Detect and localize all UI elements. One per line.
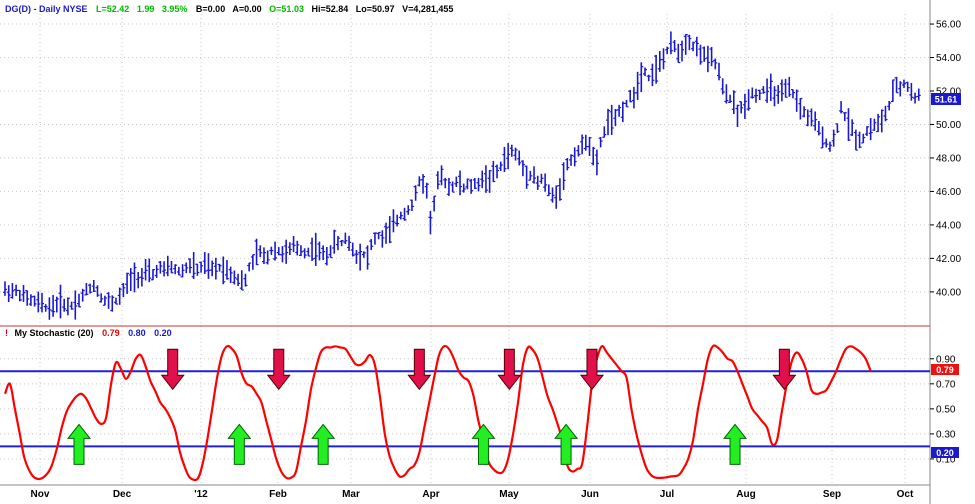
header-change-pct: 3.95% xyxy=(162,4,188,14)
stochastic-tick-label: 0.90 xyxy=(936,354,956,365)
indicator-name: My Stochastic (20) xyxy=(15,328,94,338)
header-last: L=52.42 xyxy=(96,4,129,14)
buy-arrow xyxy=(722,423,748,465)
price-tick-label: 44.00 xyxy=(936,220,961,231)
header-open: O=51.03 xyxy=(269,4,304,14)
sell-arrow xyxy=(579,348,605,391)
price-tick-label: 48.00 xyxy=(936,153,961,164)
stochastic-tick-label: 0.10 xyxy=(936,454,956,465)
price-tick-label: 46.00 xyxy=(936,187,961,198)
time-tick-label: Apr xyxy=(422,489,439,500)
indicator-header: ! My Stochastic (20) 0.79 0.80 0.20 xyxy=(5,328,172,338)
stochastic-line xyxy=(3,344,872,482)
time-tick-label: Dec xyxy=(113,489,132,500)
time-tick-label: Oct xyxy=(897,489,914,500)
header-volume: V=4,281,455 xyxy=(402,4,453,14)
price-tick-label: 42.00 xyxy=(936,254,961,265)
time-axis-labels: Nov Dec '12 Feb Mar Apr May Jun Jul Aug Sep Oct xyxy=(31,489,914,500)
stoch-value-label: 0.79 xyxy=(936,365,954,375)
stochastic-tick-label: 0.30 xyxy=(936,429,956,440)
time-tick-label: Mar xyxy=(342,489,360,500)
price-bars xyxy=(3,31,921,320)
stoch-value-bg xyxy=(931,364,959,375)
time-tick-label: Aug xyxy=(736,489,755,500)
header-ask: A=0.00 xyxy=(232,4,261,14)
signal-arrows xyxy=(66,348,797,465)
indicator-value: 0.79 xyxy=(102,328,120,338)
header-high: Hi=52.84 xyxy=(311,4,348,14)
last-price-bg xyxy=(931,93,961,105)
sell-arrow xyxy=(407,348,432,391)
time-tick-label: Jun xyxy=(581,489,599,500)
buy-arrow xyxy=(554,423,579,465)
price-gridlines xyxy=(0,14,930,485)
stochastic-tick-label: 0.70 xyxy=(936,379,956,390)
stochastic-gridlines xyxy=(0,358,930,460)
header-symbol: DG(D) - Daily NYSE xyxy=(5,4,88,14)
buy-arrow xyxy=(311,423,336,465)
time-tick-label: Jul xyxy=(660,489,675,500)
price-tick-label: 56.00 xyxy=(936,20,961,31)
buy-arrow xyxy=(227,423,252,465)
stoch-value-box: 0.79 xyxy=(931,364,959,375)
indicator-upper: 0.80 xyxy=(128,328,146,338)
price-header: DG(D) - Daily NYSE L=52.42 1.99 3.95% B=… xyxy=(5,4,453,14)
header-change: 1.99 xyxy=(137,4,155,14)
buy-arrow xyxy=(471,423,496,465)
buy-arrow xyxy=(66,423,92,465)
price-axis-labels: 40.00 42.00 44.00 46.00 48.00 50.00 52.00 54.00… xyxy=(930,20,961,298)
last-price-box: 51.61 xyxy=(931,93,961,105)
stochastic-tick-label: 0.50 xyxy=(936,404,956,415)
time-tick-label: May xyxy=(499,489,519,500)
sell-arrow xyxy=(497,348,522,391)
header-bid: B=0.00 xyxy=(196,4,225,14)
time-tick-label: '12 xyxy=(194,489,208,500)
price-tick-label: 52.00 xyxy=(936,87,961,98)
time-tick-label: Feb xyxy=(269,489,287,500)
price-tick-label: 54.00 xyxy=(936,53,961,64)
indicator-lower: 0.20 xyxy=(154,328,172,338)
last-price-label: 51.61 xyxy=(935,95,958,105)
lower-level-bg xyxy=(931,447,959,458)
indicator-flag: ! xyxy=(5,328,8,338)
time-tick-label: Sep xyxy=(823,489,841,500)
stochastic-axis-labels: 0.10 0.30 0.50 0.70 0.90 xyxy=(930,354,956,465)
sell-arrow xyxy=(160,348,185,391)
sell-arrow xyxy=(266,348,291,391)
stochastic-levels xyxy=(0,370,930,448)
lower-level-box: 0.20 xyxy=(931,447,959,458)
price-tick-label: 40.00 xyxy=(936,287,961,298)
sell-arrow xyxy=(772,348,797,391)
lower-level-label: 0.20 xyxy=(936,448,954,458)
time-tick-label: Nov xyxy=(31,489,50,500)
header-low: Lo=50.97 xyxy=(356,4,395,14)
price-tick-label: 50.00 xyxy=(936,120,961,131)
